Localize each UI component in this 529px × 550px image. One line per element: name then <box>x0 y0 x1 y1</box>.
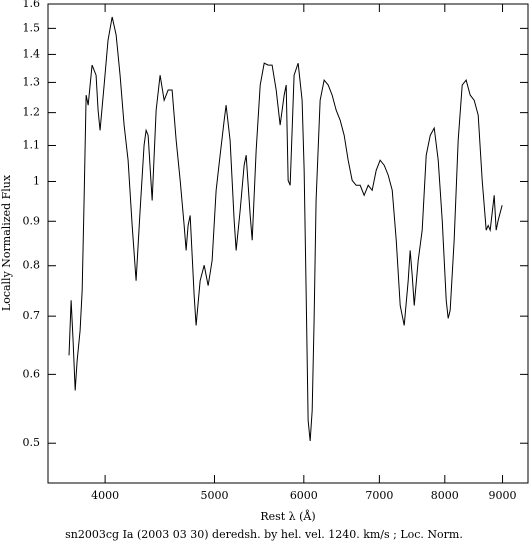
x-axis-label: Rest λ (Å) <box>260 509 315 523</box>
chart-title: sn2003cg Ia (2003 03 30) deredsh. by hel… <box>65 528 463 541</box>
x-tick-label: 5000 <box>200 489 228 502</box>
y-tick-label: 0.9 <box>23 214 41 227</box>
plot-frame <box>47 3 529 484</box>
y-tick-label: 1.5 <box>23 21 41 34</box>
y-tick-label: 0.5 <box>23 436 41 449</box>
y-tick-label: 1.4 <box>23 47 41 60</box>
y-axis-label: Locally Normalized Flux <box>0 174 13 311</box>
y-tick-label: 1.1 <box>23 138 41 151</box>
x-tick-label: 8000 <box>431 489 459 502</box>
y-tick-label: 1.6 <box>23 0 41 10</box>
y-tick-label: 1 <box>33 174 40 187</box>
x-tick-label: 9000 <box>489 489 517 502</box>
x-tick-label: 4000 <box>91 489 119 502</box>
x-tick-label: 6000 <box>290 489 318 502</box>
y-tick-label: 1.3 <box>23 75 41 88</box>
y-tick-label: 0.8 <box>23 259 41 272</box>
y-tick-label: 0.6 <box>23 367 41 380</box>
y-tick-label: 1.2 <box>23 106 41 119</box>
spectrum-line <box>68 16 503 442</box>
x-tick-label: 7000 <box>365 489 393 502</box>
y-tick-label: 0.7 <box>23 309 41 322</box>
